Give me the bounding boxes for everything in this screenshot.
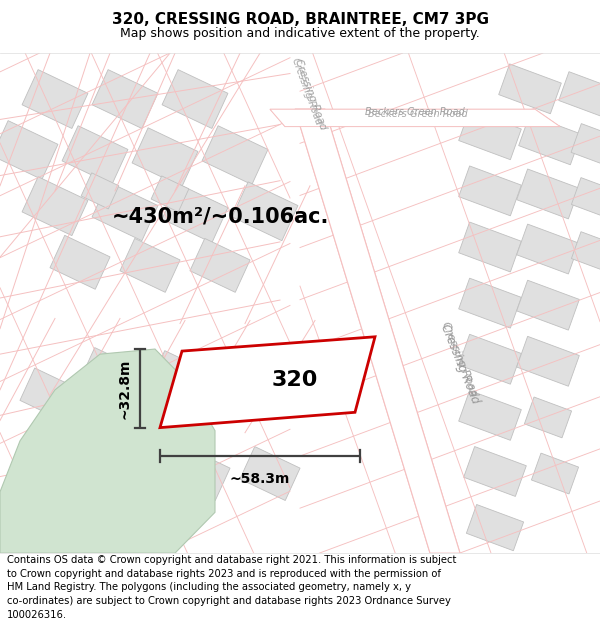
Text: Beckers Green Road: Beckers Green Road: [365, 107, 465, 118]
Polygon shape: [532, 453, 578, 494]
Polygon shape: [517, 336, 580, 386]
Polygon shape: [232, 182, 298, 241]
Polygon shape: [132, 127, 198, 187]
Polygon shape: [458, 222, 521, 272]
Polygon shape: [559, 72, 600, 116]
Polygon shape: [62, 126, 128, 184]
Polygon shape: [22, 177, 88, 236]
Polygon shape: [92, 69, 158, 129]
Polygon shape: [458, 166, 521, 216]
Polygon shape: [50, 236, 110, 289]
Polygon shape: [162, 69, 228, 129]
Polygon shape: [162, 184, 228, 242]
Polygon shape: [100, 444, 160, 499]
Polygon shape: [571, 177, 600, 218]
Polygon shape: [295, 109, 460, 553]
Polygon shape: [20, 368, 80, 422]
Text: ~58.3m: ~58.3m: [230, 472, 290, 486]
Text: Map shows position and indicative extent of the property.: Map shows position and indicative extent…: [120, 27, 480, 40]
Polygon shape: [270, 109, 560, 127]
Polygon shape: [80, 348, 140, 401]
Polygon shape: [240, 447, 300, 501]
Polygon shape: [202, 126, 268, 184]
Polygon shape: [499, 64, 562, 114]
Text: ~32.8m: ~32.8m: [117, 358, 131, 419]
Text: Cressing Road: Cressing Road: [293, 57, 328, 131]
Polygon shape: [81, 173, 119, 209]
Polygon shape: [92, 182, 158, 241]
Polygon shape: [571, 124, 600, 166]
Polygon shape: [458, 278, 521, 328]
Polygon shape: [466, 504, 524, 551]
Text: Cressing Road: Cressing Road: [440, 320, 479, 398]
Text: 320: 320: [272, 369, 318, 389]
Polygon shape: [571, 232, 600, 272]
Polygon shape: [220, 351, 280, 404]
Text: Cressing Road: Cressing Road: [438, 322, 482, 406]
Polygon shape: [0, 121, 58, 179]
Polygon shape: [120, 238, 180, 292]
Text: 320, CRESSING ROAD, BRAINTREE, CM7 3PG: 320, CRESSING ROAD, BRAINTREE, CM7 3PG: [112, 12, 488, 27]
Polygon shape: [151, 176, 189, 212]
Text: Cressing Road: Cressing Road: [290, 56, 324, 126]
Polygon shape: [150, 351, 210, 404]
Polygon shape: [270, 109, 560, 127]
Polygon shape: [458, 110, 521, 160]
Polygon shape: [295, 109, 460, 553]
Polygon shape: [517, 224, 580, 274]
Polygon shape: [458, 334, 521, 384]
Polygon shape: [518, 115, 581, 165]
Polygon shape: [517, 169, 580, 219]
Polygon shape: [517, 280, 580, 330]
Polygon shape: [22, 69, 88, 129]
Text: ~430m²/~0.106ac.: ~430m²/~0.106ac.: [112, 206, 329, 226]
Polygon shape: [524, 397, 572, 438]
Polygon shape: [0, 53, 600, 553]
Polygon shape: [464, 446, 526, 496]
Polygon shape: [0, 349, 215, 553]
Polygon shape: [170, 447, 230, 501]
Polygon shape: [23, 444, 88, 499]
Polygon shape: [190, 238, 250, 292]
Text: Contains OS data © Crown copyright and database right 2021. This information is : Contains OS data © Crown copyright and d…: [7, 555, 457, 619]
Text: Beckers Green Road: Beckers Green Road: [368, 109, 468, 119]
Polygon shape: [160, 337, 375, 428]
Polygon shape: [458, 391, 521, 440]
